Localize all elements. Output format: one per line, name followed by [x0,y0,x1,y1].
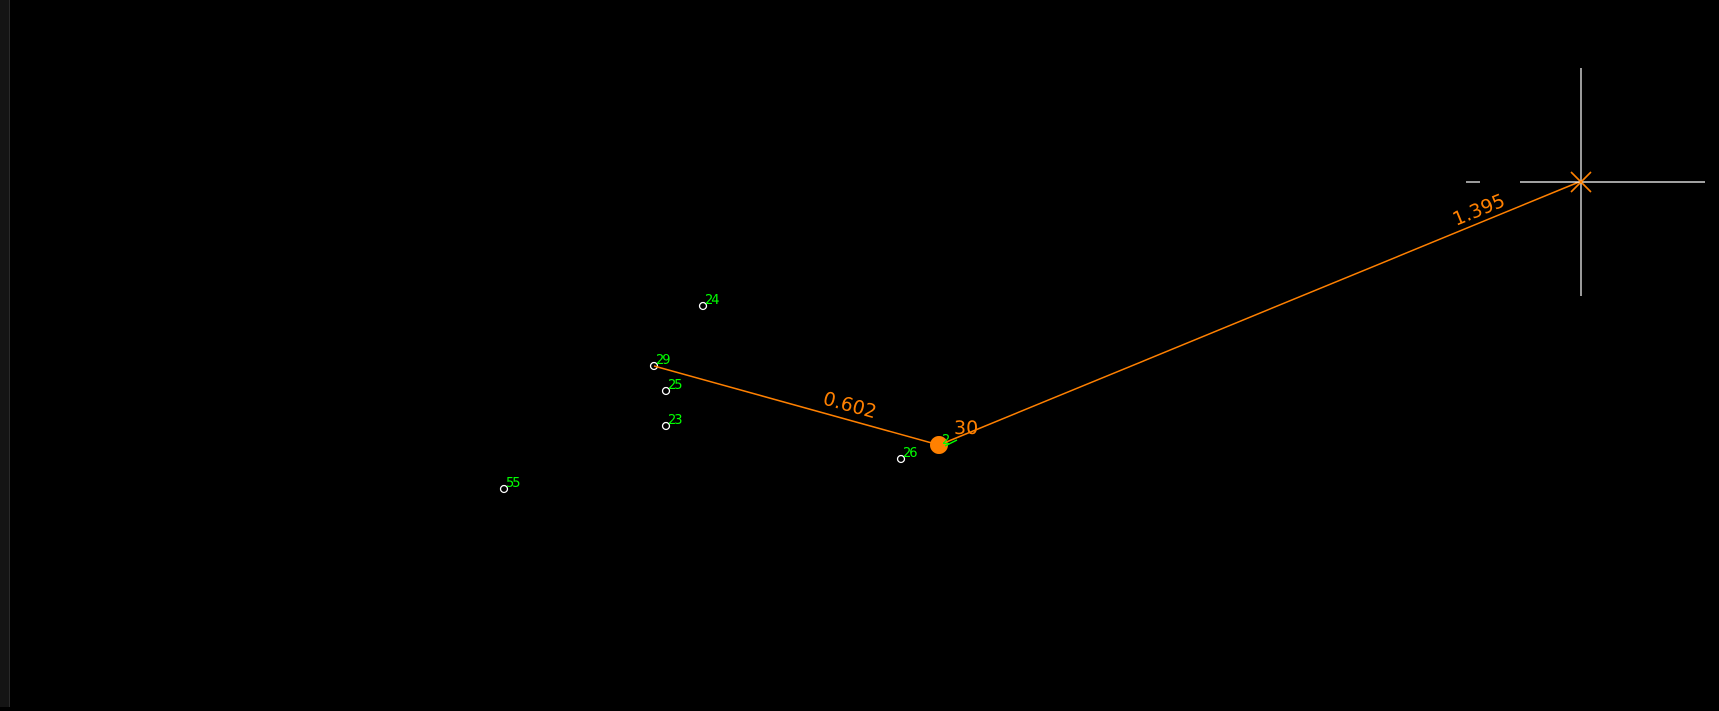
survey-point[interactable]: 25 [661,378,684,396]
survey-point[interactable]: 29 [649,353,672,371]
viewport-left-border [0,0,10,707]
point-label: 23 [668,413,682,428]
point-marker[interactable] [896,454,906,464]
point-label: 55 [506,476,520,491]
crosshair-icon [1466,68,1705,296]
vertex-point-label: 2 [942,433,950,448]
active-vertex[interactable]: 2 30 [930,417,978,454]
survey-point[interactable]: 24 [698,293,721,311]
cursor-x-marker [1570,171,1592,193]
vertex-arrow-icon [944,439,958,447]
measure-segment-2[interactable] [938,181,1580,446]
drawing-area[interactable]: 24 29 25 23 26 55 [10,0,1719,707]
point-marker[interactable] [649,361,659,371]
point-label: 25 [668,378,682,393]
survey-point[interactable]: 23 [661,413,684,431]
point-label: 26 [903,446,917,461]
point-marker[interactable] [698,301,708,311]
point-label: 29 [656,353,670,368]
segment-1-length-label: 0.602 [821,388,879,424]
survey-point[interactable]: 55 [499,476,522,494]
drawing-svg[interactable]: 24 29 25 23 26 55 [10,0,1719,707]
segment-2-length-label: 1.395 [1450,190,1509,231]
measure-segment-1[interactable] [653,365,940,446]
point-marker[interactable] [661,421,671,431]
vertex-label: 30 [954,417,978,439]
point-label: 24 [705,293,719,308]
vertex-marker[interactable] [930,436,948,454]
point-marker[interactable] [661,386,671,396]
point-marker[interactable] [499,484,509,494]
survey-point[interactable]: 26 [896,446,919,464]
